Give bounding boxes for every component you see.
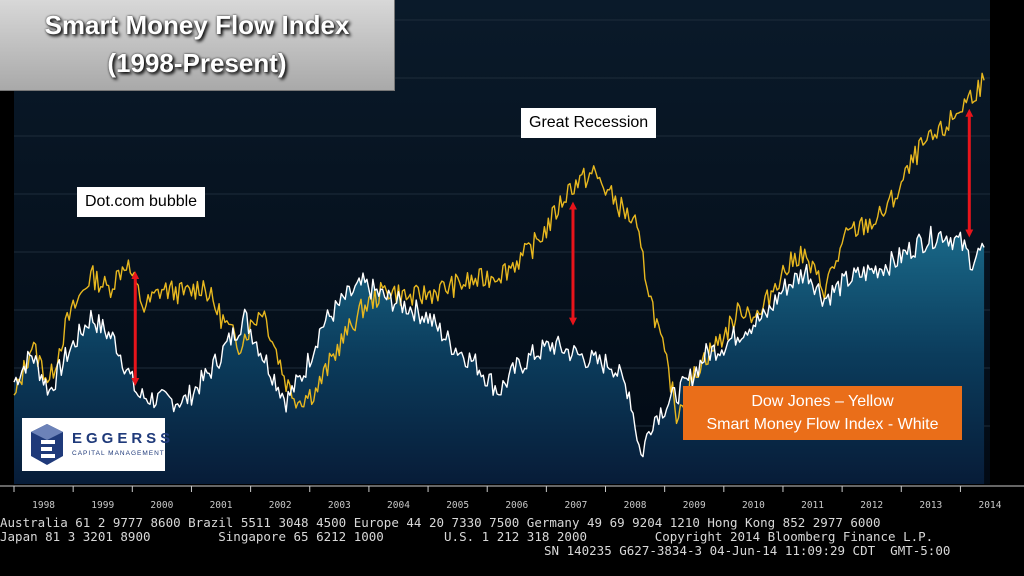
x-tick-label: 2001	[210, 500, 233, 511]
x-tick-label: 2010	[742, 500, 765, 511]
x-tick-label: 2002	[269, 500, 292, 511]
annotation-dotcom: Dot.com bubble	[77, 187, 206, 217]
company-logo: EGGERSS CAPITAL MANAGEMENT	[22, 418, 170, 471]
series-line-smart-money	[13, 225, 985, 458]
logo-name: EGGERSS	[72, 430, 175, 447]
legend-smart-money: Smart Money Flow Index - White	[706, 416, 939, 433]
x-axis-ticks: 1998 1999 2000 2001 2002 2003 2004 2005 2006 2007…	[13, 486, 1002, 511]
logo-mark-icon	[31, 424, 63, 465]
footer-line-1: Australia 61 2 9777 8600 Brazil 5511 304…	[0, 515, 881, 530]
chart-subtitle: (1998-Present)	[107, 48, 287, 78]
x-tick-label: 2006	[505, 500, 528, 511]
footer-line-2: Japan 81 3 3201 8900 Singapore 65 6212 1…	[0, 529, 934, 544]
gap-arrows	[131, 108, 974, 386]
x-tick-label: 2005	[446, 500, 469, 511]
x-tick-label: 2003	[328, 500, 351, 511]
x-tick-label: 2007	[564, 500, 587, 511]
logo-subtitle: CAPITAL MANAGEMENT	[72, 450, 165, 457]
series-line-dow-jones	[13, 72, 985, 425]
x-tick-label: 2013	[919, 500, 942, 511]
title-box: Smart Money Flow Index (1998-Present)	[0, 0, 395, 91]
annotation-great-recession: Great Recession	[521, 108, 657, 138]
x-tick-label: 1998	[32, 500, 55, 511]
x-tick-label: 1999	[91, 500, 114, 511]
x-tick-label: 2000	[150, 500, 173, 511]
x-tick-label: 2009	[683, 500, 706, 511]
legend-dow: Dow Jones – Yellow	[751, 393, 894, 410]
x-tick-label: 2004	[387, 500, 410, 511]
x-tick-label: 2011	[801, 500, 824, 511]
chart-title: Smart Money Flow Index	[44, 10, 350, 40]
x-tick-label: 2008	[624, 500, 647, 511]
footer-line-3: SN 140235 G627-3834-3 04-Jun-14 11:09:29…	[544, 543, 951, 558]
x-tick-label: 2014	[979, 500, 1002, 511]
x-tick-label: 2012	[860, 500, 883, 511]
legend-box: Dow Jones – Yellow Smart Money Flow Inde…	[683, 386, 962, 440]
